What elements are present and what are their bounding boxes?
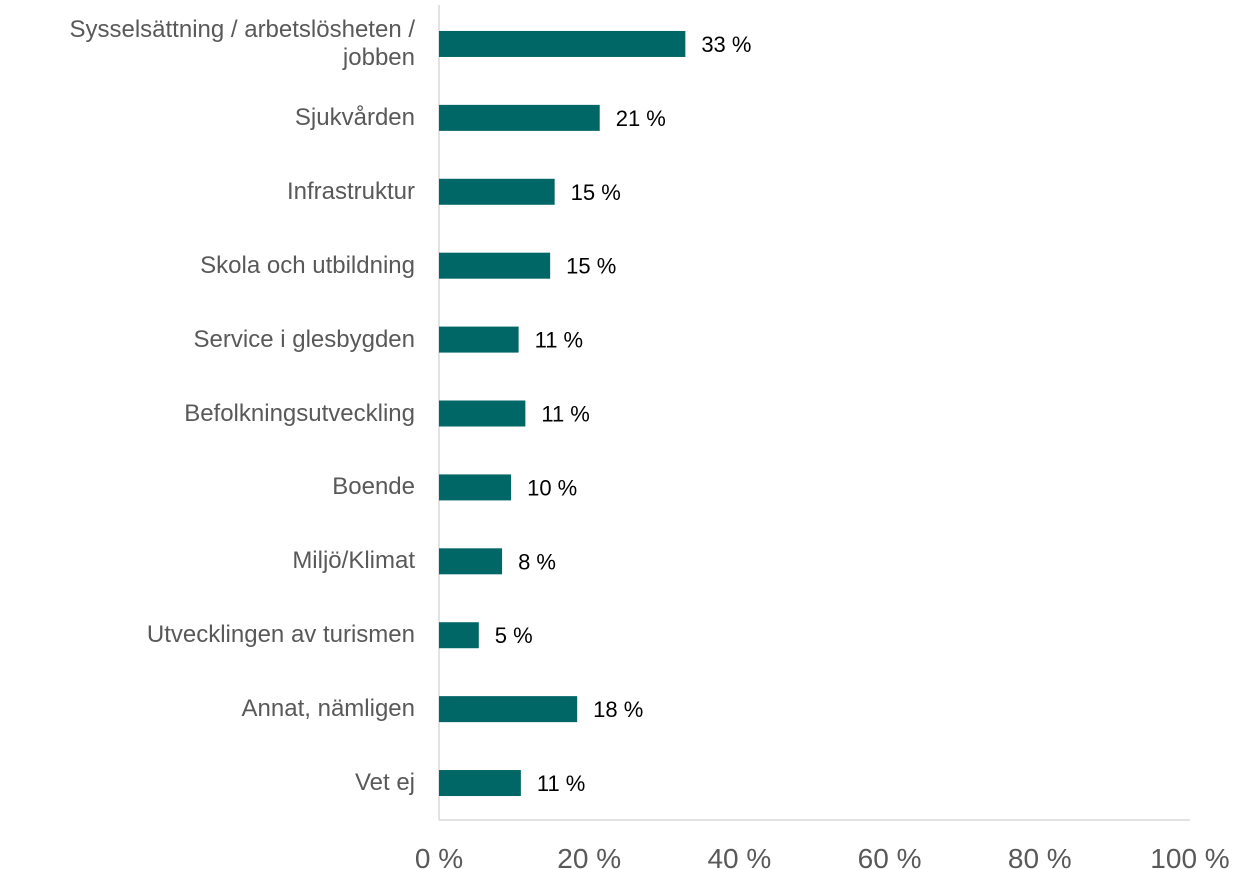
y-tick-label: Boende: [332, 473, 415, 501]
y-tick-label: Vet ej: [354, 769, 415, 797]
y-tick-label: Service i glesbygden: [193, 325, 415, 353]
bar: [439, 474, 512, 501]
value-label: 10 %: [527, 475, 577, 500]
bar: [439, 548, 503, 575]
value-label: 11 %: [541, 402, 590, 427]
value-label: 18 %: [593, 697, 643, 722]
y-tick-label: Annat, nämligen: [241, 695, 415, 723]
bar: [439, 178, 555, 205]
x-tick-label: 60 %: [858, 843, 922, 869]
value-label: 21 %: [616, 106, 666, 131]
bar: [439, 252, 551, 279]
y-tick-label: Befolkningsutveckling: [184, 399, 415, 427]
value-label: 15 %: [566, 254, 616, 279]
bar: [439, 30, 686, 57]
bar: [439, 770, 521, 797]
y-tick-label: Infrastruktur: [286, 177, 415, 205]
x-tick-label: 100 %: [1150, 843, 1229, 869]
bar: [439, 104, 600, 131]
y-tick-label: Skola och utbildning: [200, 251, 415, 279]
x-tick-label: 80 %: [1008, 843, 1072, 869]
y-tick-label: Utvecklingen av turismen: [146, 621, 415, 649]
bar: [439, 622, 479, 649]
y-tick-label: Sysselsättning / arbetslösheten / jobben: [69, 15, 415, 71]
value-label: 8 %: [518, 549, 556, 574]
x-tick-label: 20 %: [557, 843, 621, 869]
value-label: 11 %: [537, 771, 586, 796]
value-label: 33 %: [701, 32, 751, 57]
value-label: 15 %: [571, 180, 621, 205]
bar: [439, 326, 519, 353]
y-tick-label: Sjukvården: [294, 103, 415, 131]
bar: [439, 696, 578, 723]
value-label: 11 %: [535, 328, 584, 353]
y-tick-label: Miljö/Klimat: [292, 547, 415, 575]
x-tick-label: 40 %: [707, 843, 771, 869]
value-label: 5 %: [495, 623, 533, 648]
x-tick-label: 0 %: [415, 843, 463, 869]
bar: [439, 400, 526, 427]
